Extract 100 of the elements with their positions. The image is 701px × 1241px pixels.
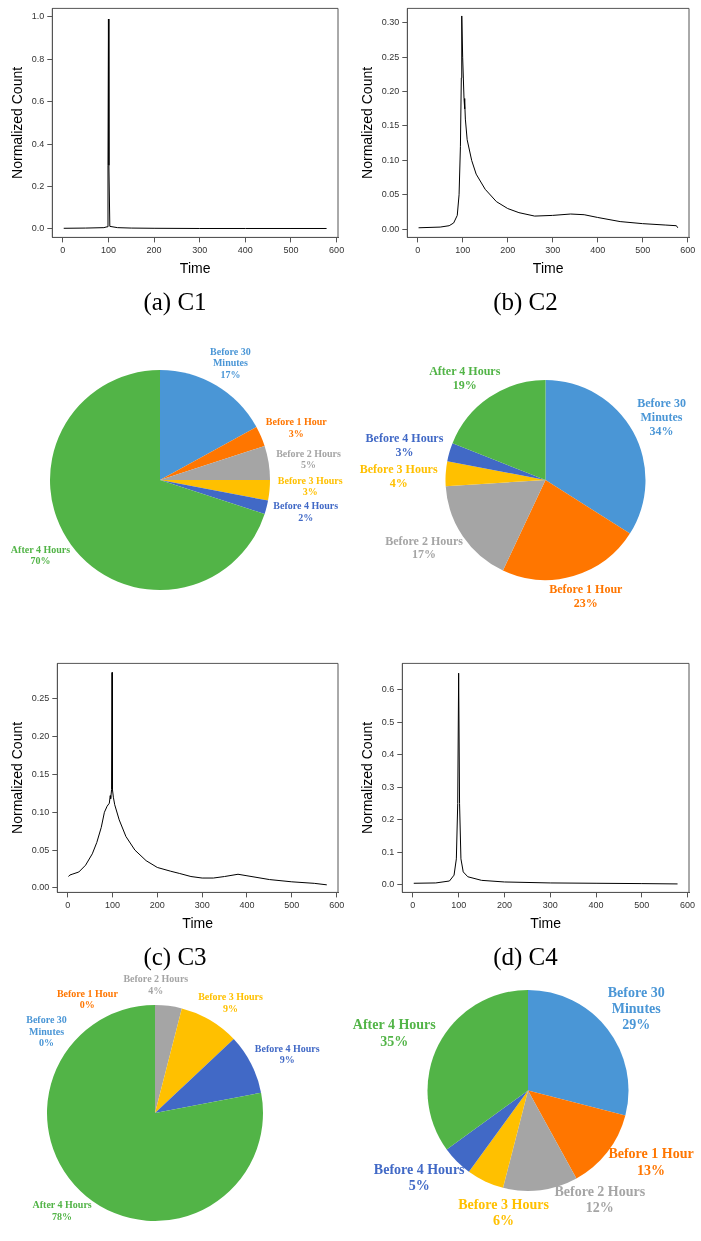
slice-label: Before 1 Hour [265,416,328,428]
slice-label: Before 3 Hours [198,991,264,1003]
x-axis-title: Time [179,260,211,277]
data-label: 19% [452,378,477,393]
x-tick-label: 100 [455,245,471,256]
slice-label: Before 1 Hour [549,582,624,597]
data-label: 3% [302,486,318,498]
x-tick-label: 600 [680,245,696,256]
y-tick-label: 0.0 [381,879,395,890]
y-tick-label: 0.4 [381,749,395,760]
data-label: 3% [395,445,414,460]
x-axis-title: Time [182,915,214,932]
y-axis-title: Normalized Count [359,721,376,834]
slice-label: Before 4 Hours [373,1162,466,1178]
data-label: 3% [288,427,304,439]
slice-label: Before 1 Hour [608,1146,694,1162]
x-tick-label: 500 [635,245,651,256]
y-tick-label: 0.1 [381,846,395,857]
data-label: 12% [585,1200,614,1216]
category-label: Before 1 Hour [56,987,118,999]
y-axis-title: Normalized Count [9,66,26,179]
y-tick-label: 1.0 [31,11,45,22]
y-tick-label: 0.5 [381,716,395,727]
x-tick-label: 300 [545,245,561,256]
y-axis-title: Normalized Count [359,66,376,179]
slice-label: Before 2 Hours [385,533,464,548]
y-tick-label: 0.10 [31,806,50,817]
slice-label: Before 30 Minutes [637,396,686,425]
data-label: 13% [637,1162,666,1178]
slice-label: After 4 Hours [10,543,71,555]
y-tick-label: 0.15 [31,768,50,779]
x-tick-label: 300 [194,900,210,911]
y-tick-label: 0.20 [31,731,50,742]
slice-label: Before 4 Hours [254,1042,320,1054]
x-tick-label: 200 [146,245,162,256]
y-tick-label: 0.8 [31,53,45,64]
slice-label: Before 3 Hours [277,474,343,486]
x-tick-label: 400 [588,900,604,911]
slice-label: After 4 Hours [32,1199,92,1211]
data-label: 17% [412,547,437,562]
y-tick-label: 0.0 [31,223,45,234]
x-tick-label: 500 [634,900,650,911]
slice-label: Before 2 Hours [554,1184,646,1200]
x-tick-label: 400 [237,245,253,256]
y-tick-label: 0.00 [31,882,50,893]
data-label: 9% [279,1054,295,1066]
data-label: 5% [408,1178,430,1194]
slice-label: Before 4 Hours [273,500,339,512]
y-tick-label: 0.25 [381,51,400,62]
data-label: 17% [220,368,241,380]
x-tick-label: 300 [192,245,208,256]
data-label: 34% [649,423,674,438]
slice-label: Before 30 Minutes [607,984,665,1016]
x-tick-label: 500 [284,900,300,911]
slice-label: After 4 Hours [352,1017,437,1033]
x-tick-label: 600 [329,900,345,911]
y-tick-label: 0.15 [381,120,400,131]
y-tick-label: 0.2 [381,814,395,825]
slice-label: Before 30 Minutes [210,345,251,369]
x-axis-title: Time [530,915,562,932]
data-label: 23% [573,595,598,610]
data-label: 2% [298,511,314,523]
x-tick-label: 400 [590,245,606,256]
y-tick-label: 0.30 [381,17,400,28]
data-label: 78% [52,1210,73,1222]
data-label: 4% [148,984,164,996]
data-label: 4% [389,476,408,491]
text: (b) C2 [492,288,559,316]
x-tick-label: 0 [410,900,416,911]
slice-label: Before 4 Hours [365,431,444,446]
data-label: 70% [30,555,51,567]
x-tick-label: 500 [283,245,299,256]
data-label: 35% [380,1033,409,1049]
y-tick-label: 0.6 [381,683,395,694]
y-tick-label: 0.25 [31,693,50,704]
text: (c) C3 [142,943,208,971]
y-tick-label: 0.20 [381,86,400,97]
text: (a) C1 [142,288,208,316]
x-tick-label: 0 [415,245,421,256]
slice-label: Before 3 Hours [458,1197,550,1213]
x-tick-label: 100 [104,900,120,911]
x-tick-label: 0 [60,245,66,256]
x-tick-label: 100 [451,900,467,911]
x-tick-label: 0 [65,900,71,911]
y-tick-label: 0.4 [31,138,45,149]
x-tick-label: 100 [100,245,116,256]
x-tick-label: 600 [329,245,345,256]
data-label: 5% [301,459,317,471]
text: 0% [79,999,95,1011]
y-tick-label: 0.05 [381,189,400,200]
x-tick-label: 200 [496,900,512,911]
y-tick-label: 0.05 [31,844,50,855]
x-axis-title: Time [532,260,564,277]
category-label: Before 30 Minutes [26,1014,67,1037]
data-label: 29% [622,1016,651,1032]
slice-label: Before 2 Hours [276,447,342,459]
y-axis-title: Normalized Count [9,721,26,834]
y-tick-label: 0.6 [31,96,45,107]
x-tick-label: 400 [239,900,255,911]
x-tick-label: 600 [680,900,696,911]
